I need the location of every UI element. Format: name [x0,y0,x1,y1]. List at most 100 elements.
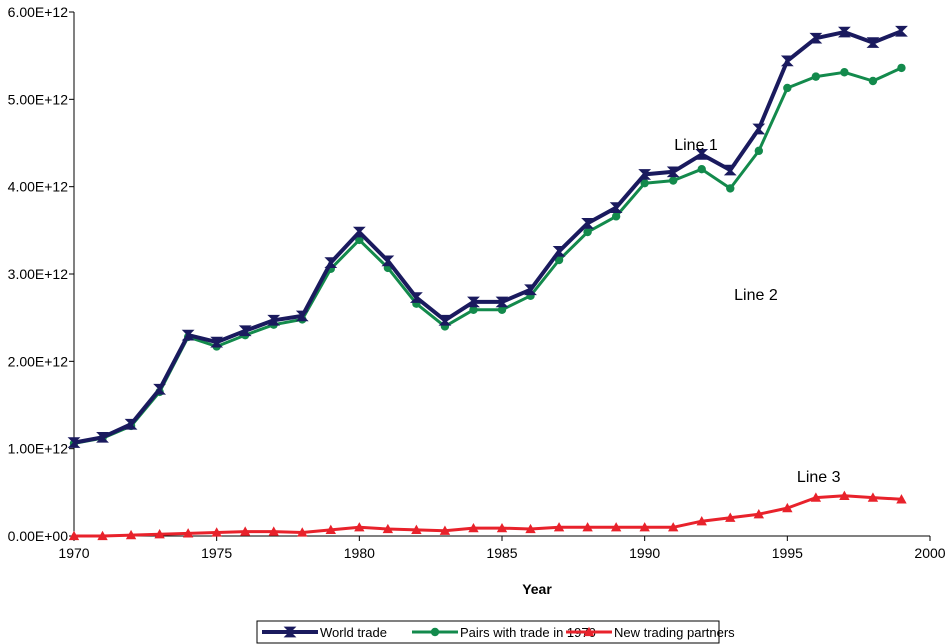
data-point [181,329,195,341]
data-point [382,523,394,534]
data-point [752,123,766,135]
data-point [638,169,652,180]
data-point [96,431,109,443]
annotation-label: Line 1 [674,137,718,154]
data-point [238,325,252,337]
data-point [496,522,508,533]
y-tick-label: 4.00E+12 [8,179,69,195]
x-tick-label: 1970 [58,545,89,561]
data-point [868,76,878,86]
data-point [895,25,908,37]
data-point [240,526,251,536]
data-point [68,530,80,541]
data-point [268,526,279,536]
data-point [609,202,623,213]
data-point [726,184,735,193]
data-point [283,626,297,638]
data-point [495,296,509,308]
x-tick-label: 1990 [629,545,660,561]
legend-label: World trade [320,625,387,640]
data-point [554,255,564,265]
data-point [352,226,366,238]
series-line [73,29,903,445]
x-tick-label: 1985 [486,545,517,561]
y-tick-label: 3.00E+12 [8,266,69,282]
data-point [695,149,709,160]
data-point [723,164,737,176]
data-point [295,310,309,322]
data-point [839,490,850,500]
data-point [524,284,537,296]
legend-entry: Pairs with trade in 1970 [412,625,596,640]
data-point [583,626,595,637]
y-tick-label: 1.00E+12 [8,441,69,457]
y-tick-label: 2.00E+12 [8,353,69,369]
data-point [381,255,395,267]
x-tick-label: 1980 [344,545,375,561]
x-tick-label: 2000 [914,545,945,561]
legend-entry: World trade [262,625,387,640]
data-point [583,227,592,237]
data-point [411,524,422,535]
data-point [439,525,451,535]
data-point [325,524,336,535]
data-point [809,32,823,44]
data-point [666,166,680,178]
data-point [324,257,338,268]
data-point [354,522,365,532]
data-point [582,522,593,532]
chart-annotations: Line 1 Line 2 Line 3 [674,137,840,486]
data-point [355,235,364,245]
data-point [468,522,479,533]
annotation-label: Line 3 [797,469,841,486]
data-point [409,292,423,303]
chart-series [67,25,908,541]
data-point [780,55,794,67]
data-point [866,37,880,48]
data-point [267,314,281,326]
y-tick-label: 6.00E+12 [8,4,69,20]
series-pairs-with-trade-in-1970 [69,63,906,448]
series-line [74,494,902,538]
data-point [469,305,478,315]
series-world-trade [67,25,908,448]
data-point [640,178,649,188]
data-point [182,528,194,538]
data-point [754,146,763,156]
data-point [783,83,792,93]
data-point [810,492,822,502]
data-point [154,529,165,539]
data-point [782,502,793,513]
data-point [210,336,224,348]
data-point [438,314,452,326]
data-point [211,527,222,537]
data-point [669,176,678,185]
data-point [639,522,650,532]
data-point [467,296,480,308]
data-point [611,212,621,221]
y-tick-label: 0.00E+00 [8,528,69,544]
data-point [125,529,137,540]
legend-entry: New trading partners [566,625,735,640]
data-point [837,26,851,38]
y-tick-label: 5.00E+12 [8,91,69,107]
chart-axes: 0.00E+00 1.00E+12 2.00E+12 3.00E+12 4.00E+12… [8,4,946,597]
data-point [553,522,565,532]
data-point [867,492,879,502]
data-point [610,522,622,532]
data-point [697,165,706,174]
x-axis-title: Year [522,581,552,597]
data-point [497,305,507,315]
x-tick-label: 1975 [201,545,232,561]
legend-label: Pairs with trade in 1970 [460,625,596,640]
data-point [897,63,906,73]
data-point [896,494,907,504]
data-point [552,245,566,257]
x-tick-label: 1995 [772,545,803,561]
data-point [297,527,308,537]
series-line [73,66,903,445]
data-point [840,68,849,77]
data-point [696,515,707,526]
series-new-trading-partners [68,490,907,541]
